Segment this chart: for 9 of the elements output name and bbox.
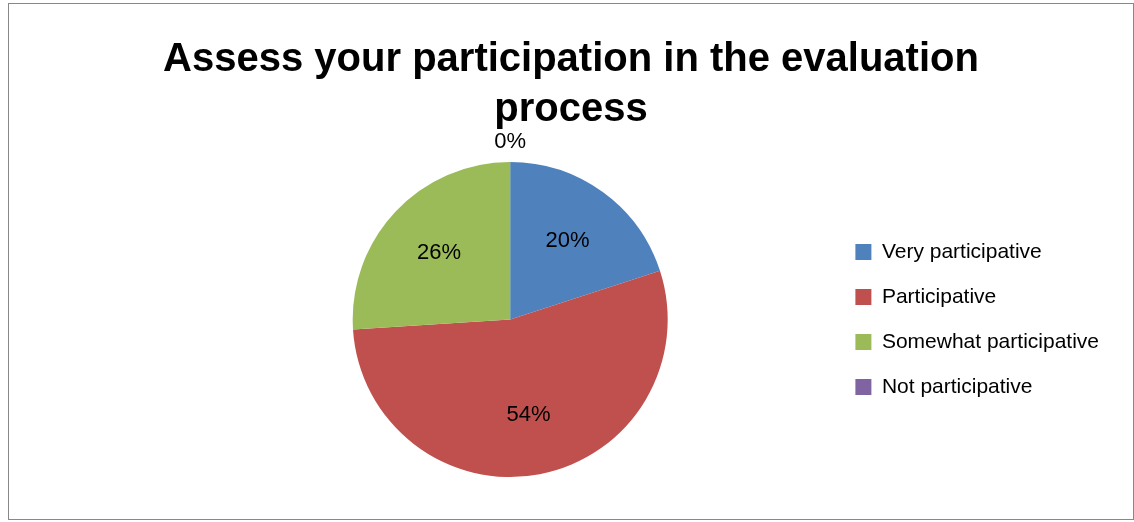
legend-label: Very participative [881, 238, 1042, 262]
legend-label: Somewhat participative [881, 328, 1099, 352]
chart-title: Assess your participation in the evaluation process [162, 34, 980, 131]
data-label: 26% [416, 238, 462, 264]
data-label: 54% [506, 401, 551, 427]
text: 0% [494, 128, 527, 154]
legend-label: Participative [881, 283, 997, 307]
legend-label: Not participative [881, 373, 1033, 397]
data-label: 20% [545, 226, 590, 252]
